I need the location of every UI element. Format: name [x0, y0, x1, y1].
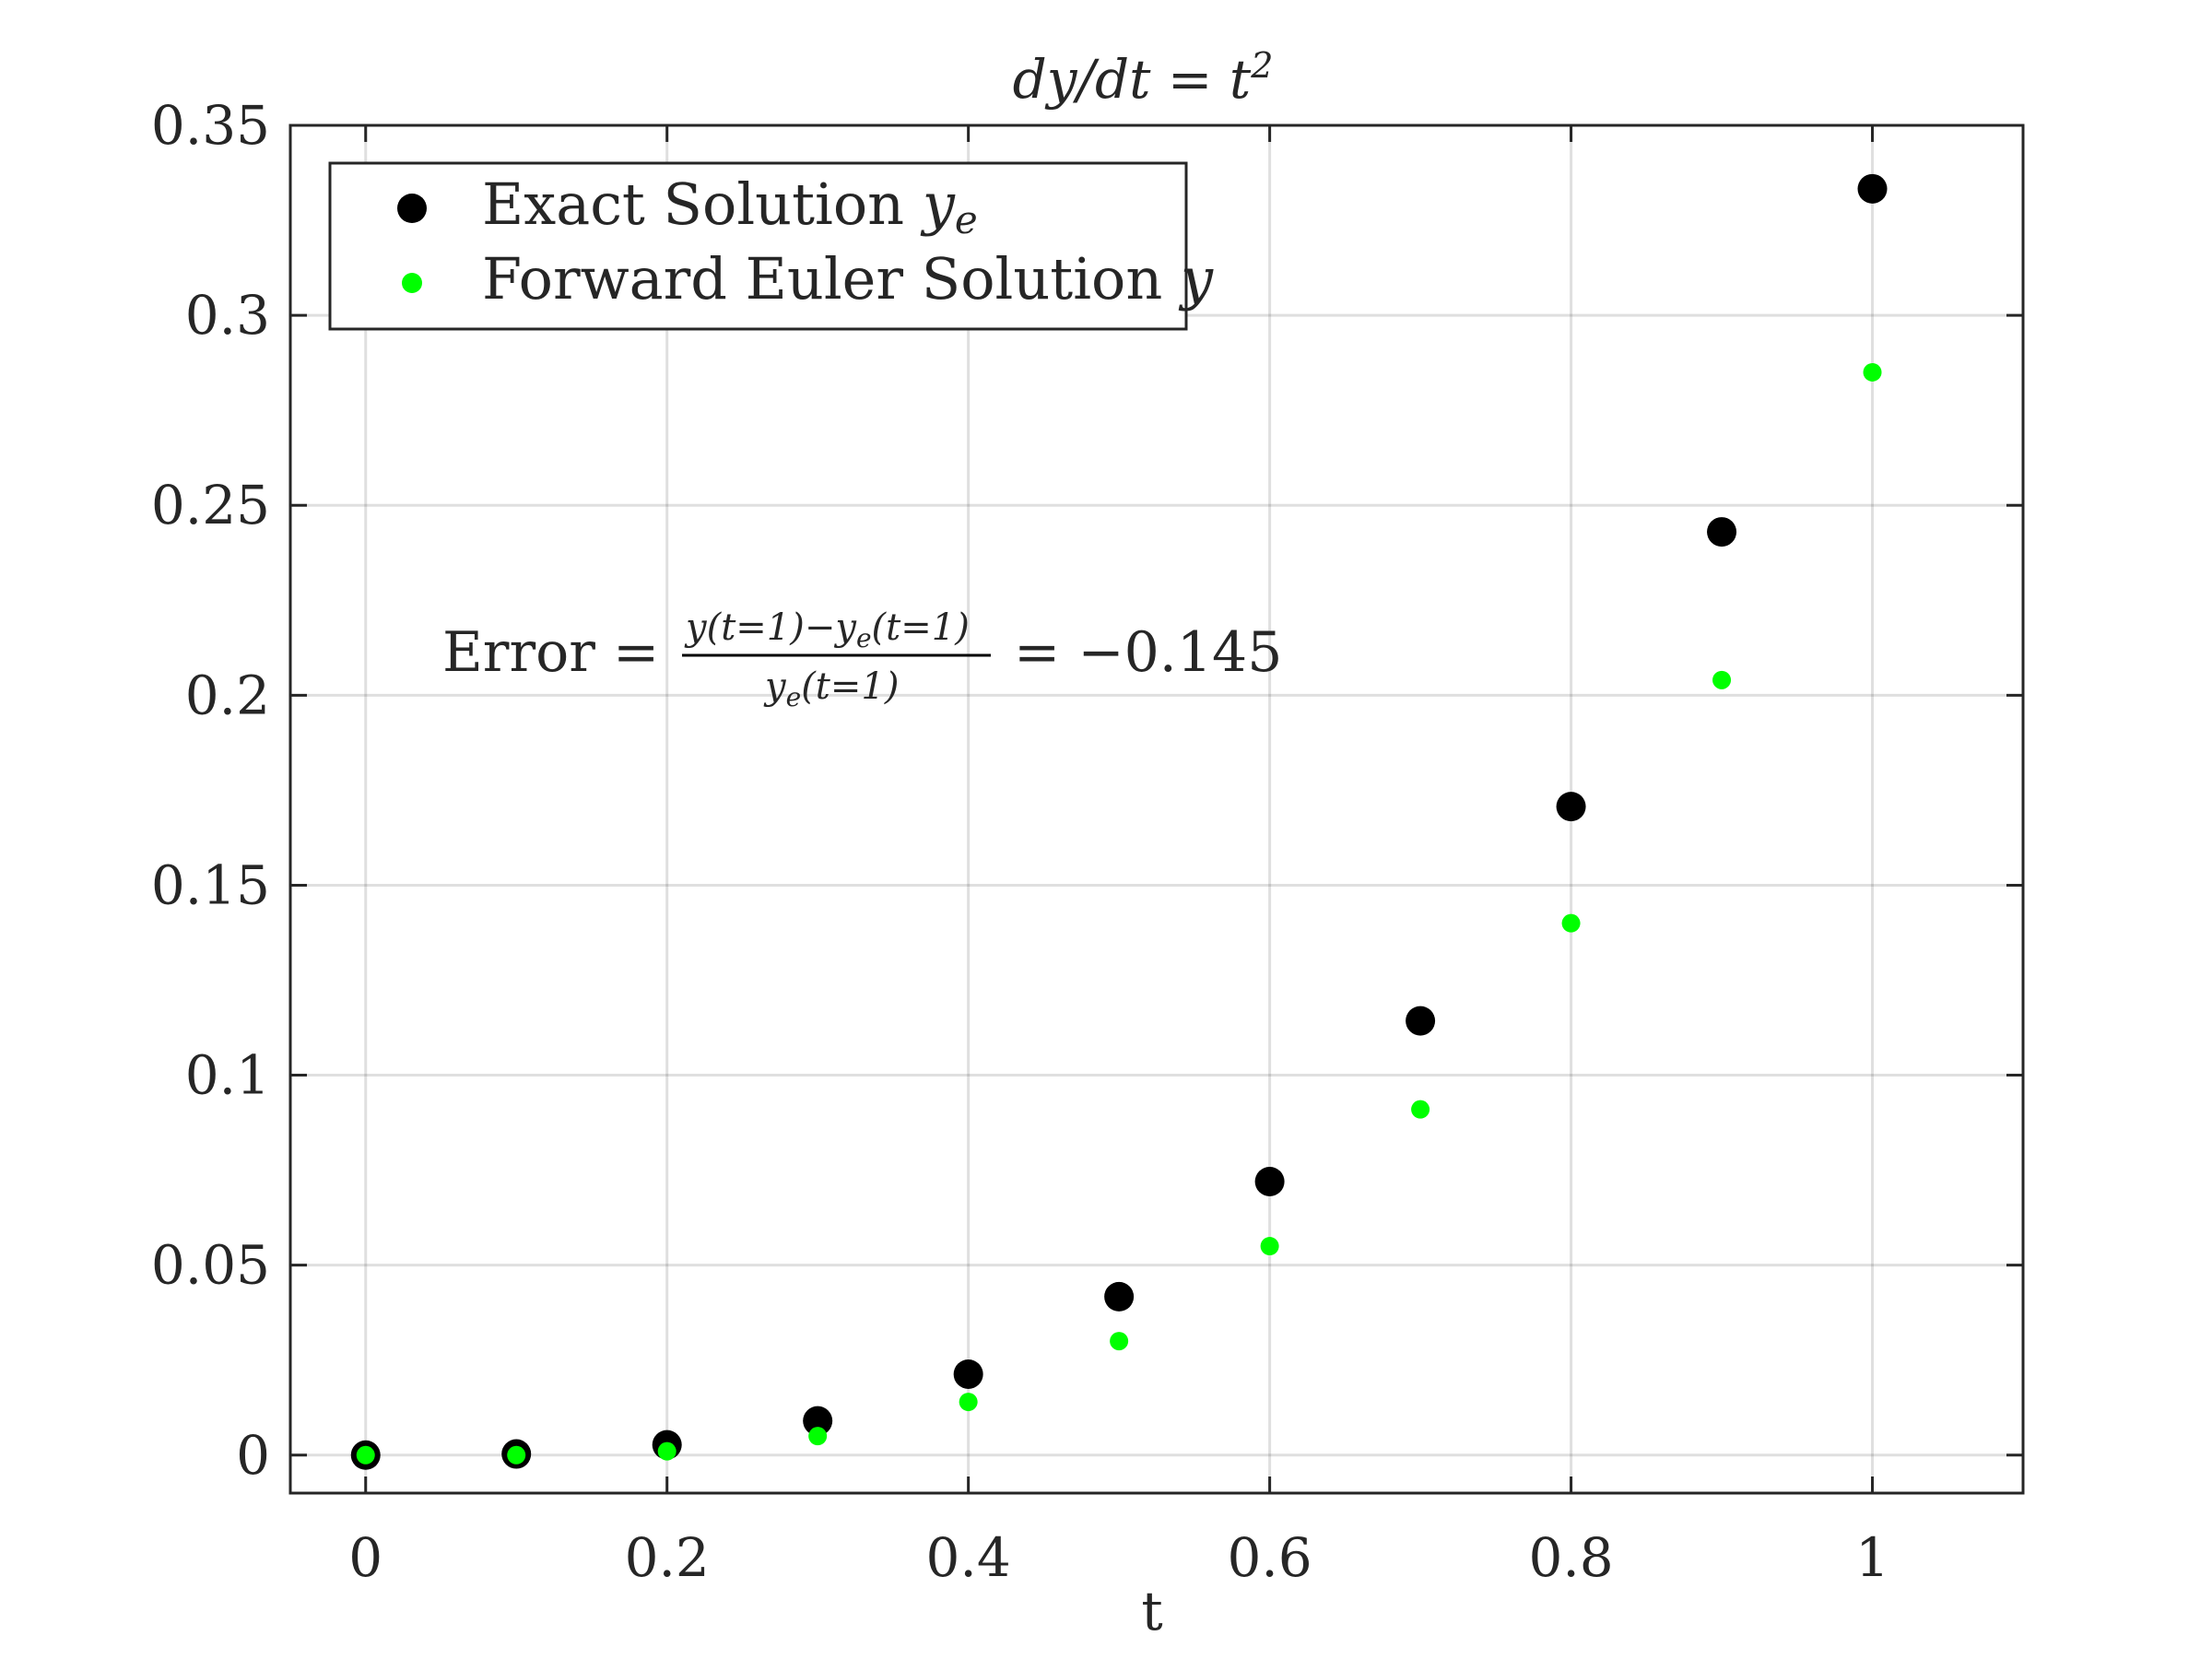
legend: Exact Solution ye Forward Euler Solution…: [328, 161, 1214, 331]
y-tick-label: 0.3: [185, 284, 270, 347]
exact-point: [953, 1359, 983, 1389]
y-tick-label: 0.25: [151, 474, 270, 536]
y-tick-label: 0.2: [185, 664, 270, 726]
data-series: [350, 173, 1888, 1470]
exact-point: [1254, 1166, 1285, 1196]
x-tick-label: 0.4: [926, 1526, 1011, 1589]
series-forward-euler: [356, 362, 1882, 1465]
axes-box: [288, 124, 2025, 1495]
y-tick-label: 0: [236, 1424, 270, 1487]
exact-point: [803, 1406, 833, 1436]
annotation-lhs: Error =: [442, 620, 659, 685]
euler-point: [1110, 1332, 1129, 1351]
euler-point: [356, 1445, 375, 1465]
legend-box: [328, 161, 1188, 331]
x-tick-label: 0.2: [625, 1526, 710, 1589]
x-tick-label: 0: [348, 1526, 382, 1589]
x-tick-label: 0.6: [1227, 1526, 1312, 1589]
exact-point: [1406, 1006, 1436, 1036]
exact-point: [1104, 1281, 1135, 1312]
euler-point: [657, 1441, 677, 1461]
legend-label-exact: Exact Solution ye: [482, 171, 978, 242]
y-tick-label: 0.1: [185, 1044, 270, 1107]
exact-point: [1857, 173, 1888, 204]
euler-point: [1561, 913, 1581, 933]
x-tick-labels: 0 0.2 0.4 0.6 0.8 1: [348, 1526, 1889, 1589]
chart-title: dy/dt = t2: [1013, 45, 1274, 111]
legend-marker-exact: [397, 194, 427, 223]
euler-point: [1411, 1100, 1430, 1119]
annotation-numerator: y(t=1)−ye(t=1): [684, 606, 970, 653]
annotation-denominator: ye(t=1): [763, 665, 899, 712]
legend-marker-euler: [402, 273, 422, 293]
x-axis-label: t: [1141, 1580, 1162, 1642]
y-tick-labels: 0 0.05 0.1 0.15 0.2 0.25 0.3 0.35: [151, 94, 270, 1487]
error-annotation: Error = y(t=1)−ye(t=1) ye(t=1) = −0.145: [442, 606, 1282, 712]
annotation-rhs: = −0.145: [1014, 620, 1282, 685]
euler-point: [1863, 362, 1882, 382]
euler-point: [959, 1393, 978, 1412]
x-tick-label: 0.8: [1528, 1526, 1613, 1589]
y-tick-label: 0.05: [151, 1234, 270, 1297]
y-tick-label: 0.35: [151, 94, 270, 157]
y-tick-label: 0.15: [151, 853, 270, 916]
euler-point: [507, 1445, 526, 1465]
x-tick-label: 1: [1855, 1526, 1889, 1589]
euler-point: [808, 1427, 828, 1446]
euler-point: [1260, 1237, 1279, 1256]
euler-point: [1712, 670, 1732, 689]
exact-point: [1707, 517, 1737, 547]
exact-point: [1556, 792, 1586, 822]
legend-label-euler: Forward Euler Solution y: [482, 245, 1214, 312]
plot-area: [290, 125, 2023, 1493]
